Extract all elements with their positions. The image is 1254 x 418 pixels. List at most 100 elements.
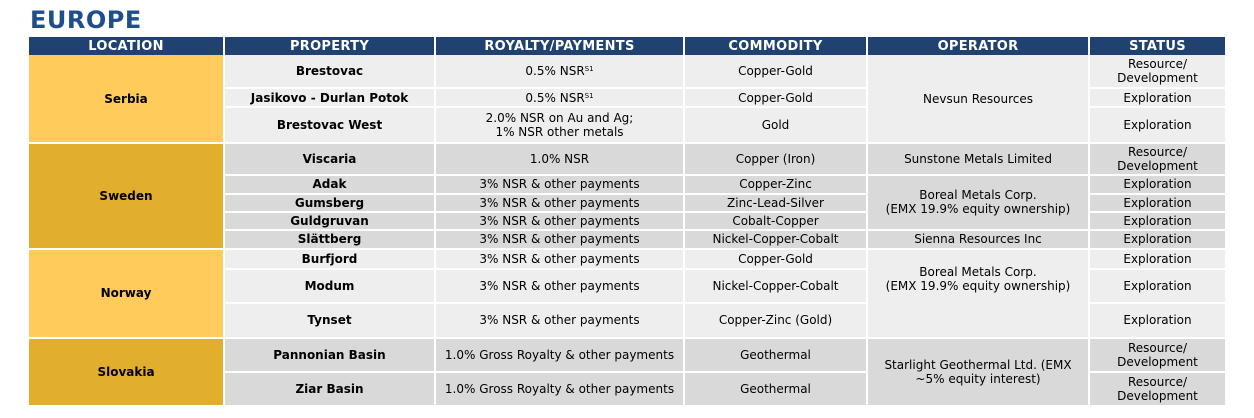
table-row: Adak 3% NSR & other payments Copper-Zinc… <box>29 175 1225 231</box>
royalty-cell: 1.0% NSR <box>436 144 685 176</box>
status-cell: Resource/Development <box>1090 372 1225 407</box>
status-line: Resource/ <box>1127 57 1188 72</box>
commodity-cell: Copper-Gold <box>685 250 868 271</box>
royalty-line: 2.0% NSR on Au and Ag; <box>485 111 634 126</box>
status-cell: Exploration <box>1090 304 1225 339</box>
location-norway: Norway <box>29 250 225 339</box>
status-cell: Exploration <box>1090 212 1225 231</box>
status-line: Development <box>1117 159 1198 174</box>
royalty-cell: 2.0% NSR on Au and Ag; 1% NSR other metal… <box>436 108 685 145</box>
table-row: Modum 3% NSR & other payments Nickel-Cop… <box>29 270 1225 305</box>
commodity-cell: Geothermal <box>685 338 868 373</box>
location-serbia: Serbia <box>29 55 225 145</box>
table-row: Ziar Basin 1.0% Gross Royalty & other pa… <box>29 372 1225 407</box>
royalty-cell: 3% NSR & other payments <box>436 304 685 339</box>
royalty-text: 0.5% NSR <box>525 64 585 79</box>
operator-cell: Sienna Resources Inc <box>868 230 1090 251</box>
operator-cell: Sunstone Metals Limited <box>868 144 1090 176</box>
commodity-cell: Geothermal <box>685 372 868 407</box>
status-cell: Exploration <box>1090 270 1225 305</box>
operator-line: (EMX 19.9% equity ownership) <box>885 202 1071 217</box>
royalty-cell: 3% NSR & other payments <box>436 175 685 195</box>
status-line: Resource/ <box>1127 340 1188 355</box>
operator-cell: Starlight Geothermal Ltd. (EMX ~5% equity… <box>868 338 1090 407</box>
table-row: Jasikovo - Durlan Potok 0.5% NSRS1 Coppe… <box>29 89 1225 109</box>
commodity-cell: Gold <box>685 108 868 145</box>
property-cell: Viscaria <box>225 144 436 176</box>
status-cell: Exploration <box>1090 250 1225 271</box>
status-cell: Exploration <box>1090 230 1225 251</box>
property-cell: Adak <box>225 175 436 195</box>
section-title: EUROPE <box>30 6 142 34</box>
royalty-cell: 3% NSR & other payments <box>436 212 685 231</box>
commodity-cell: Copper-Gold <box>685 89 868 109</box>
commodity-cell: Copper (Iron) <box>685 144 868 176</box>
commodity-cell: Copper-Zinc (Gold) <box>685 304 868 339</box>
commodity-cell: Cobalt-Copper <box>685 212 868 231</box>
table-row: Slovakia Pannonian Basin 1.0% Gross Roya… <box>29 338 1225 407</box>
royalty-cell: 0.5% NSRS1 <box>436 55 685 90</box>
property-cell: Tynset <box>225 304 436 339</box>
operator-line: Boreal Metals Corp. <box>919 188 1037 203</box>
commodity-cell: Copper-Zinc <box>685 175 868 195</box>
operator-line: (EMX 19.9% equity ownership) <box>885 279 1071 294</box>
table-row: Tynset 3% NSR & other payments Copper-Zi… <box>29 304 1225 339</box>
royalty-cell: 3% NSR & other payments <box>436 194 685 213</box>
header-status: STATUS <box>1090 37 1225 55</box>
header-operator: OPERATOR <box>868 37 1090 55</box>
table-header-row: LOCATION PROPERTY ROYALTY/PAYMENTS COMMO… <box>29 37 1225 55</box>
status-cell: Exploration <box>1090 175 1225 195</box>
header-property: PROPERTY <box>225 37 436 55</box>
property-cell: Ziar Basin <box>225 372 436 407</box>
status-line: Development <box>1117 388 1198 403</box>
royalty-footnote: S1 <box>584 65 594 74</box>
status-cell: Resource/Development <box>1090 144 1225 176</box>
property-cell: Gumsberg <box>225 194 436 213</box>
commodity-cell: Nickel-Copper-Cobalt <box>685 270 868 305</box>
royalty-line: 1% NSR other metals <box>495 125 624 140</box>
royalty-cell: 3% NSR & other payments <box>436 270 685 305</box>
commodity-cell: Zinc-Lead-Silver <box>685 194 868 213</box>
table-row: Serbia Brestovac 0.5% NSRS1 Copper-Gold … <box>29 55 1225 145</box>
location-sweden: Sweden <box>29 144 225 251</box>
property-cell: Pannonian Basin <box>225 338 436 373</box>
operator-line: Boreal Metals Corp. <box>919 265 1037 280</box>
royalty-cell: 1.0% Gross Royalty & other payments <box>436 372 685 407</box>
property-cell: Burfjord <box>225 250 436 271</box>
status-line: Resource/ <box>1127 145 1188 160</box>
royalty-footnote: S1 <box>584 91 594 100</box>
royalty-text: 0.5% NSR <box>525 90 585 105</box>
operator-cell: Nevsun Resources <box>868 55 1090 145</box>
operator-cell: Boreal Metals Corp. (EMX 19.9% equity own… <box>868 250 1090 339</box>
status-cell: Resource/Development <box>1090 338 1225 373</box>
property-cell: Brestovac <box>225 55 436 90</box>
status-cell: Exploration <box>1090 89 1225 109</box>
commodity-cell: Nickel-Copper-Cobalt <box>685 230 868 251</box>
status-cell: Exploration <box>1090 194 1225 213</box>
status-cell: Resource/Development <box>1090 55 1225 90</box>
status-line: Resource/ <box>1127 374 1188 389</box>
royalty-cell: 3% NSR & other payments <box>436 250 685 271</box>
royalty-cell: 3% NSR & other payments <box>436 230 685 251</box>
property-cell: Slättberg <box>225 230 436 251</box>
property-cell: Jasikovo - Durlan Potok <box>225 89 436 109</box>
operator-line: ~5% equity interest) <box>915 371 1041 386</box>
table-row: Brestovac West 2.0% NSR on Au and Ag; 1% … <box>29 108 1225 145</box>
header-commodity: COMMODITY <box>685 37 868 55</box>
europe-royalty-table: LOCATION PROPERTY ROYALTY/PAYMENTS COMMO… <box>29 37 1225 407</box>
operator-cell: Boreal Metals Corp. (EMX 19.9% equity own… <box>868 175 1090 231</box>
table-row: Guldgruvan 3% NSR & other payments Cobal… <box>29 212 1225 231</box>
property-cell: Guldgruvan <box>225 212 436 231</box>
property-cell: Modum <box>225 270 436 305</box>
status-line: Development <box>1117 71 1198 86</box>
status-cell: Exploration <box>1090 108 1225 145</box>
royalty-cell: 1.0% Gross Royalty & other payments <box>436 338 685 373</box>
header-location: LOCATION <box>29 37 225 55</box>
operator-line: Starlight Geothermal Ltd. (EMX <box>884 357 1072 372</box>
commodity-cell: Copper-Gold <box>685 55 868 90</box>
royalty-cell: 0.5% NSRS1 <box>436 89 685 109</box>
location-slovakia: Slovakia <box>29 338 225 407</box>
property-cell: Brestovac West <box>225 108 436 145</box>
table-row: Slättberg 3% NSR & other payments Nickel… <box>29 230 1225 251</box>
table-row: Norway Burfjord 3% NSR & other payments … <box>29 250 1225 339</box>
